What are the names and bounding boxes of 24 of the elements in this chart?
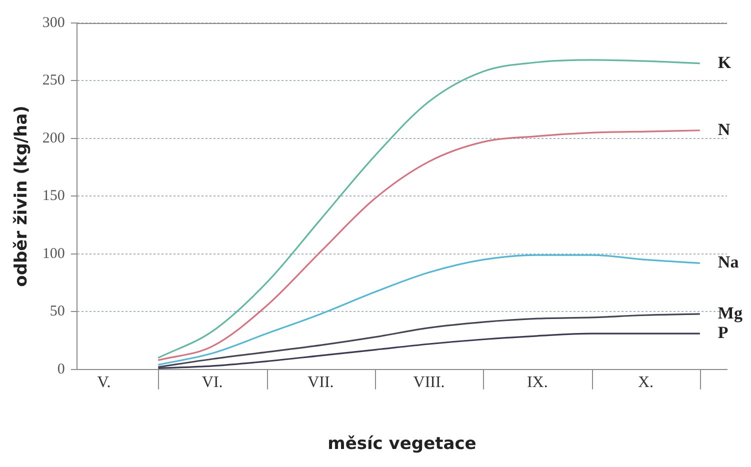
series-label: P xyxy=(718,322,728,342)
x-tick-label: V. xyxy=(97,374,111,392)
y-tick-label: 150 xyxy=(42,188,65,204)
x-tick-label: VII. xyxy=(308,374,334,392)
line-series xyxy=(157,59,701,359)
y-tick-label: 0 xyxy=(57,361,65,378)
x-tick-label: VI. xyxy=(202,374,223,392)
series-label: N xyxy=(718,120,731,139)
y-tick-label: 250 xyxy=(42,72,65,89)
x-tick-label: VIII. xyxy=(413,374,445,392)
series-label: Na xyxy=(718,252,740,272)
x-tick-label: IX. xyxy=(526,374,548,392)
series-label: Mg xyxy=(718,303,743,322)
series-label: K xyxy=(718,52,732,72)
line-series xyxy=(157,130,701,361)
line-series xyxy=(157,254,701,366)
y-axis-title: odběr živin (kg/ha) xyxy=(12,106,32,287)
line-series xyxy=(157,313,701,368)
y-tick-label: 100 xyxy=(42,246,65,262)
x-axis-title: měsíc vegetace xyxy=(328,434,476,454)
y-tick-label: 300 xyxy=(42,14,65,31)
y-tick-label: 50 xyxy=(50,304,65,320)
x-tick-label: X. xyxy=(638,374,654,392)
y-tick-label: 200 xyxy=(42,130,65,146)
